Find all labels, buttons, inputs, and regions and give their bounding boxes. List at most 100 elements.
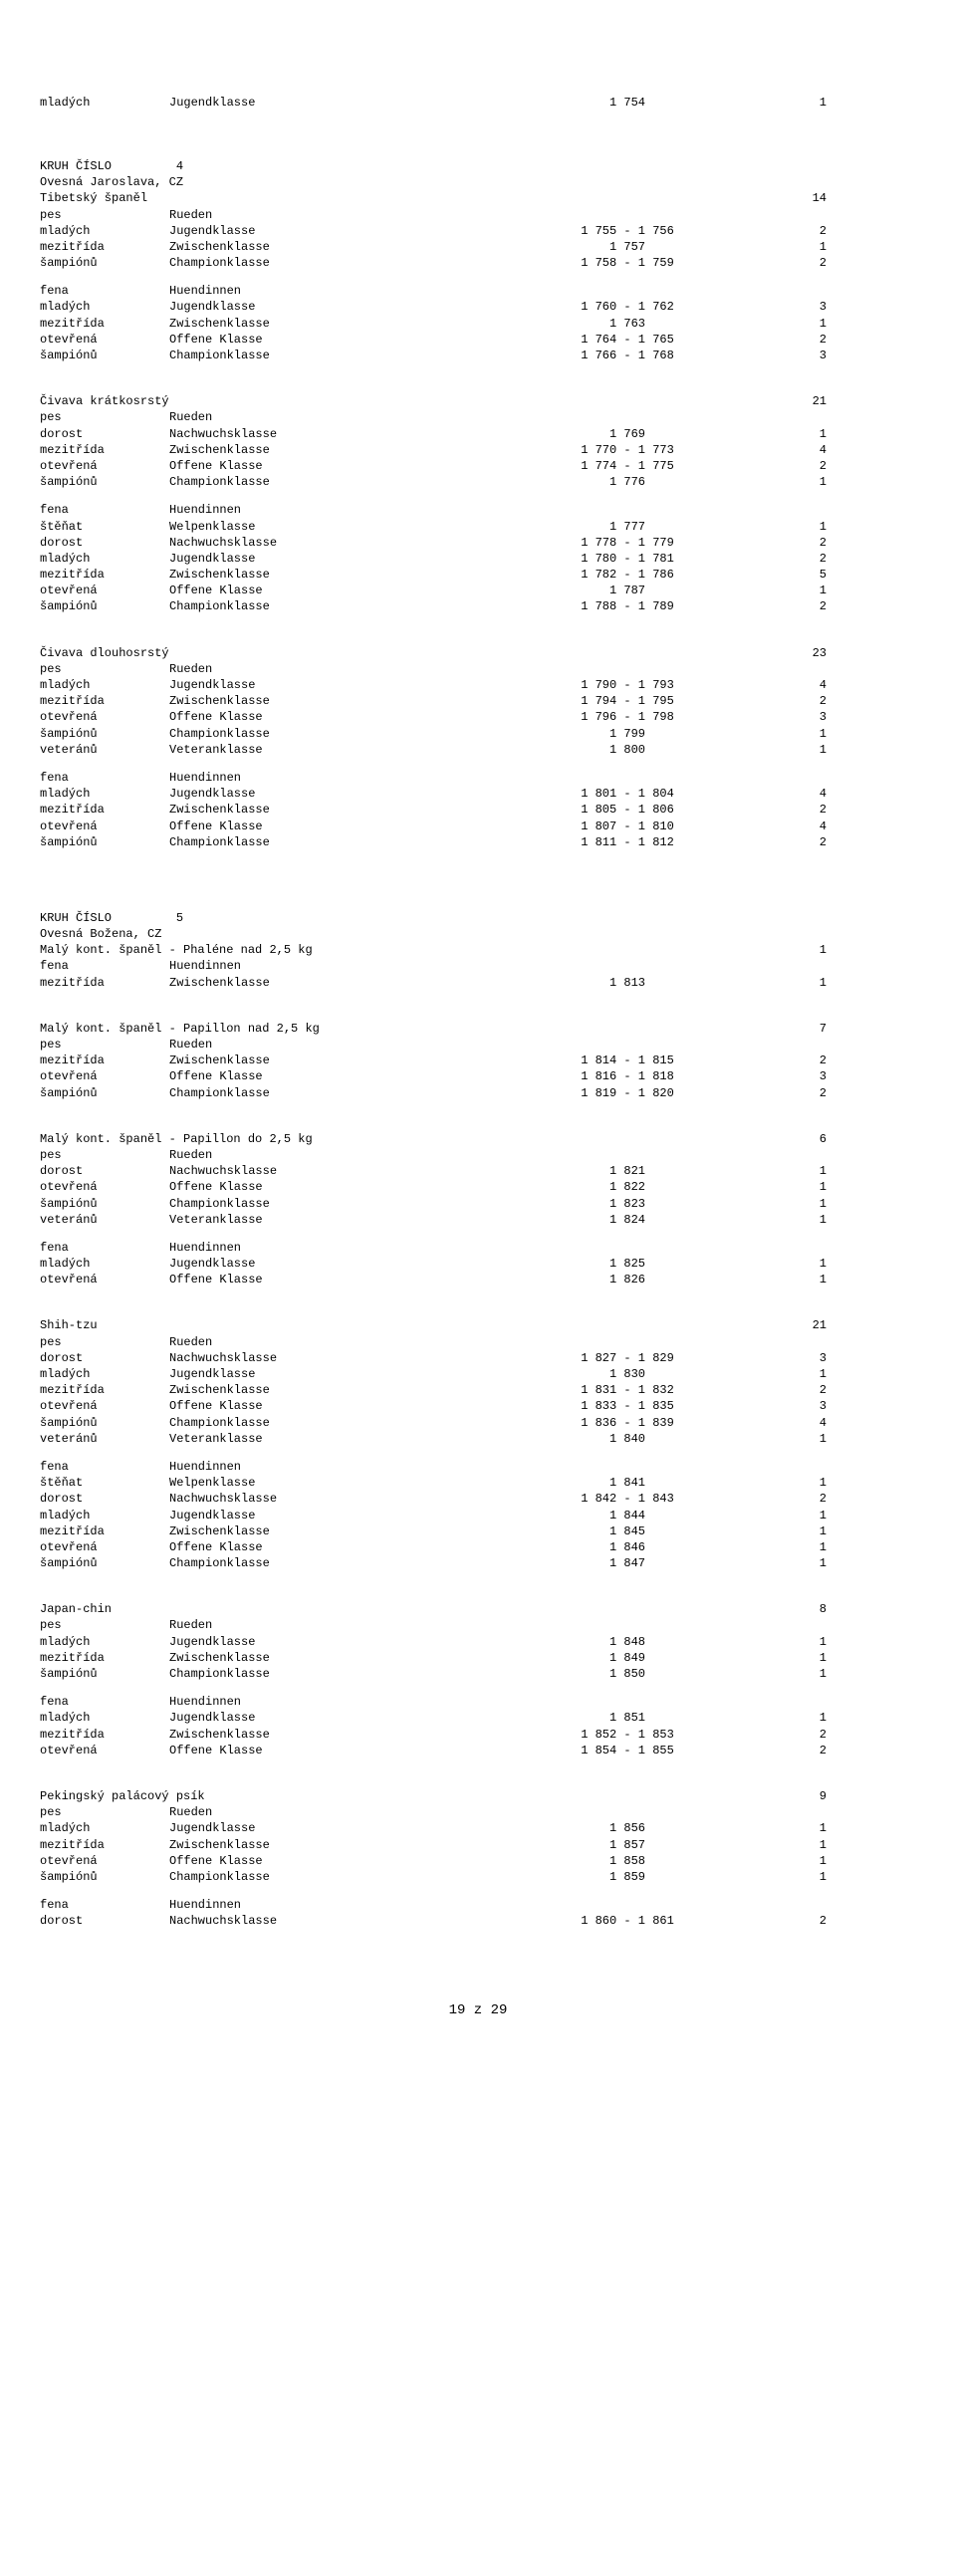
class-cz: mladých <box>40 1366 169 1382</box>
judge-name: Ovesná Božena, CZ <box>40 926 916 942</box>
count: 4 <box>747 442 827 458</box>
class-row: mladýchJugendklasse1 780 - 1 7812 <box>40 551 916 567</box>
sex-de: Huendinnen <box>169 770 508 786</box>
class-de: Championklasse <box>169 1085 508 1101</box>
number-range: 1 859 <box>508 1869 747 1885</box>
class-row: šampiónůChampionklasse1 811 - 1 8122 <box>40 834 916 850</box>
number-range: 1 763 <box>508 316 747 332</box>
class-de: Nachwuchsklasse <box>169 1491 508 1507</box>
class-cz: šampiónů <box>40 1085 169 1101</box>
class-de: Championklasse <box>169 348 508 363</box>
class-cz: šampiónů <box>40 834 169 850</box>
sex-cz: fena <box>40 1897 169 1913</box>
class-de: Championklasse <box>169 474 508 490</box>
sex-de: Rueden <box>169 207 508 223</box>
count: 2 <box>747 1491 827 1507</box>
count: 2 <box>747 535 827 551</box>
sex-cz: fena <box>40 283 169 299</box>
class-row: mezitřídaZwischenklasse1 8451 <box>40 1523 916 1539</box>
number-range: 1 824 <box>508 1212 747 1228</box>
class-row: otevřenáOffene Klasse1 8221 <box>40 1179 916 1195</box>
class-de: Championklasse <box>169 1869 508 1885</box>
class-row: veteránůVeteranklasse1 8001 <box>40 742 916 758</box>
count: 2 <box>747 834 827 850</box>
sex-header: pesRueden <box>40 661 916 677</box>
number-range: 1 860 - 1 861 <box>508 1913 747 1929</box>
count: 2 <box>747 1743 827 1758</box>
class-de: Offene Klasse <box>169 583 508 598</box>
class-de: Offene Klasse <box>169 1539 508 1555</box>
class-row: dorostNachwuchsklasse1 842 - 1 8432 <box>40 1491 916 1507</box>
class-cz: dorost <box>40 1350 169 1366</box>
class-row: mezitřídaZwischenklasse1 794 - 1 7952 <box>40 693 916 709</box>
class-row: šampiónůChampionklasse1 758 - 1 7592 <box>40 255 916 271</box>
class-row: mladýchJugendklasse1 755 - 1 7562 <box>40 223 916 239</box>
count: 5 <box>747 567 827 583</box>
document-body: mladýchJugendklasse1 7541KRUH ČÍSLO 4Ove… <box>40 95 916 1930</box>
number-range: 1 848 <box>508 1634 747 1650</box>
breed-total: 8 <box>508 1601 827 1617</box>
number-range: 1 754 <box>508 95 747 111</box>
class-cz: dorost <box>40 1163 169 1179</box>
count: 1 <box>747 975 827 991</box>
class-row: šampiónůChampionklasse1 8501 <box>40 1666 916 1682</box>
page-number: 19 z 29 <box>40 2001 916 2020</box>
class-de: Offene Klasse <box>169 332 508 348</box>
breed-total: 7 <box>508 1021 827 1037</box>
class-de: Zwischenklasse <box>169 975 508 991</box>
count: 1 <box>747 1869 827 1885</box>
class-row: šampiónůChampionklasse1 8471 <box>40 1555 916 1571</box>
sex-header: pesRueden <box>40 1617 916 1633</box>
breed-name: Tibetský španěl <box>40 190 508 206</box>
class-de: Jugendklasse <box>169 677 508 693</box>
class-row: šampiónůChampionklasse1 7991 <box>40 726 916 742</box>
number-range: 1 780 - 1 781 <box>508 551 747 567</box>
count: 4 <box>747 819 827 834</box>
breed-total: 21 <box>508 393 827 409</box>
class-cz: mezitřída <box>40 1382 169 1398</box>
ring-header: KRUH ČÍSLO 5 <box>40 910 916 926</box>
class-de: Offene Klasse <box>169 819 508 834</box>
number-range: 1 813 <box>508 975 747 991</box>
class-de: Zwischenklasse <box>169 567 508 583</box>
class-cz: otevřená <box>40 1743 169 1758</box>
number-range: 1 776 <box>508 474 747 490</box>
number-range: 1 850 <box>508 1666 747 1682</box>
class-cz: mladých <box>40 223 169 239</box>
count: 2 <box>747 693 827 709</box>
number-range: 1 760 - 1 762 <box>508 299 747 315</box>
class-row: mladýchJugendklasse1 7541 <box>40 95 916 111</box>
class-row: mladýchJugendklasse1 801 - 1 8044 <box>40 786 916 802</box>
breed-total: 21 <box>508 1317 827 1333</box>
class-cz: otevřená <box>40 1853 169 1869</box>
sex-de: Rueden <box>169 661 508 677</box>
number-range: 1 821 <box>508 1163 747 1179</box>
class-row: šampiónůChampionklasse1 8591 <box>40 1869 916 1885</box>
breed-header: Čivava dlouhosrstý23 <box>40 645 916 661</box>
number-range: 1 788 - 1 789 <box>508 598 747 614</box>
class-de: Jugendklasse <box>169 1820 508 1836</box>
class-de: Zwischenklasse <box>169 1727 508 1743</box>
class-row: štěňatWelpenklasse1 7771 <box>40 519 916 535</box>
number-range: 1 845 <box>508 1523 747 1539</box>
number-range: 1 755 - 1 756 <box>508 223 747 239</box>
class-row: otevřenáOffene Klasse1 807 - 1 8104 <box>40 819 916 834</box>
class-de: Offene Klasse <box>169 458 508 474</box>
breed-header: Shih-tzu21 <box>40 1317 916 1333</box>
class-cz: mladých <box>40 677 169 693</box>
count: 1 <box>747 1196 827 1212</box>
class-row: šampiónůChampionklasse1 8231 <box>40 1196 916 1212</box>
sex-de: Rueden <box>169 409 508 425</box>
number-range: 1 846 <box>508 1539 747 1555</box>
number-range: 1 847 <box>508 1555 747 1571</box>
class-row: mladýchJugendklasse1 790 - 1 7934 <box>40 677 916 693</box>
class-row: mladýchJugendklasse1 8511 <box>40 1710 916 1726</box>
sex-de: Huendinnen <box>169 502 508 518</box>
number-range: 1 840 <box>508 1431 747 1447</box>
sex-cz: pes <box>40 1037 169 1053</box>
class-de: Nachwuchsklasse <box>169 1163 508 1179</box>
class-de: Zwischenklasse <box>169 1523 508 1539</box>
class-row: mezitřídaZwischenklasse1 805 - 1 8062 <box>40 802 916 818</box>
class-cz: mladých <box>40 1508 169 1523</box>
sex-de: Huendinnen <box>169 1240 508 1256</box>
